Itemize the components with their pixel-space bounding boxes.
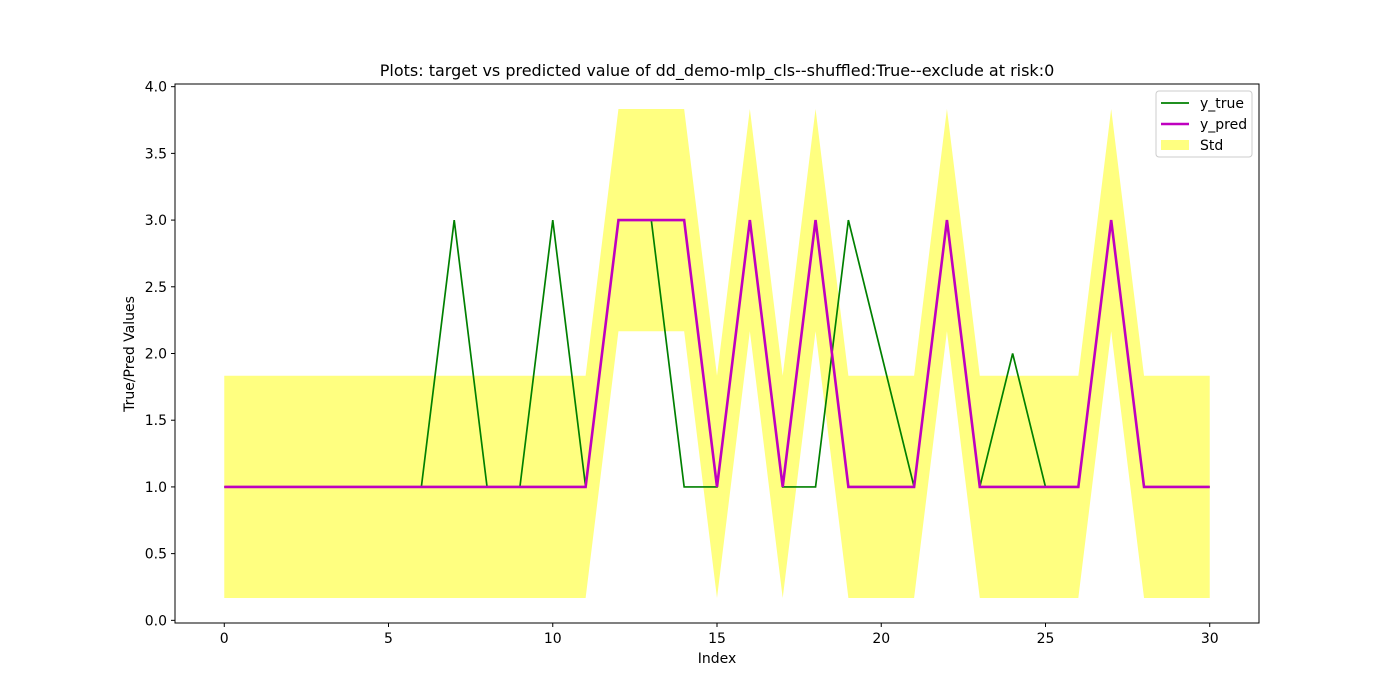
y-tick-label: 2.5: [145, 280, 167, 296]
legend: y_true y_pred Std: [1155, 90, 1253, 158]
y-tick-label: 0.0: [145, 613, 167, 629]
std-band: [224, 108, 1210, 599]
y-tick-label: 1.5: [145, 413, 167, 429]
x-tick-label: 30: [1201, 631, 1219, 647]
legend-swatch-std: [1161, 140, 1189, 150]
chart-title: Plots: target vs predicted value of dd_d…: [380, 61, 1055, 81]
y-tick-label: 3.5: [145, 146, 167, 162]
x-tick-label: 5: [384, 631, 393, 647]
x-tick-label: 10: [544, 631, 562, 647]
y-tick-label: 0.5: [145, 547, 167, 563]
x-tick-label: 15: [708, 631, 726, 647]
plot-area: 0 5 10 15 20 25 30 0.0 0.5 1.0 1.5 2.0 2.5 3.0 3.5 4.0: [145, 80, 1260, 647]
legend-label-y-true: y_true: [1200, 96, 1244, 112]
series-line-y-pred: [224, 218, 1210, 489]
y-axis-label: True/Pred Values: [122, 296, 138, 413]
y-tick-label: 4.0: [145, 80, 167, 96]
legend-label-y-pred: y_pred: [1200, 117, 1247, 133]
legend-label-std: Std: [1200, 138, 1223, 154]
x-axis-label: Index: [698, 651, 737, 667]
y-tick-label: 3.0: [145, 213, 167, 229]
x-tick-label: 25: [1037, 631, 1055, 647]
y-tick-label: 1.0: [145, 480, 167, 496]
y-tick-label: 2.0: [145, 347, 167, 363]
x-tick-label: 0: [220, 631, 229, 647]
x-tick-label: 20: [872, 631, 890, 647]
